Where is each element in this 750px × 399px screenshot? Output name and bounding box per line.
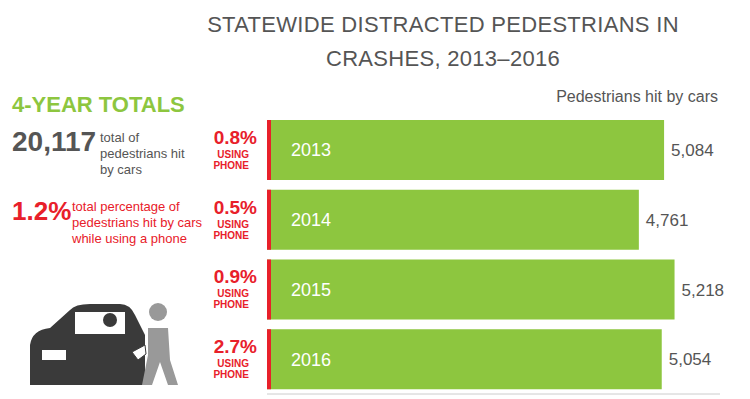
svg-text:0.8%: 0.8% — [214, 127, 257, 148]
svg-text:2016: 2016 — [291, 350, 331, 370]
svg-text:2015: 2015 — [291, 280, 331, 300]
svg-text:2013: 2013 — [291, 140, 331, 160]
svg-text:2014: 2014 — [291, 210, 331, 230]
svg-text:2.7%: 2.7% — [214, 336, 257, 357]
svg-text:5,218: 5,218 — [682, 281, 725, 300]
html-text:1.2%total percentage of pedest: 1.2%total percentage of pedestrians hit … — [12, 196, 203, 246]
html-text:20,117: 20,117 — [12, 126, 97, 157]
html-text:4-YEAR TOTALS: 4-YEAR TOTALS — [12, 92, 185, 117]
svg-text:USING: USING — [217, 358, 249, 369]
svg-text:PHONE: PHONE — [213, 160, 249, 171]
svg-text:PHONE: PHONE — [213, 230, 249, 241]
html-text:Pedestrians hit by cars: Pedestrians hit by cars — [556, 88, 718, 105]
svg-text:USING: USING — [217, 149, 249, 160]
svg-text:PHONE: PHONE — [213, 299, 249, 310]
svg-text:USING: USING — [217, 288, 249, 299]
html-text:STATEWIDE DISTRACTED PEDESTRIA: STATEWIDE DISTRACTED PEDESTRIANS IN CRAS… — [207, 12, 679, 71]
svg-text:USING: USING — [217, 219, 249, 230]
svg-text:5,054: 5,054 — [669, 350, 712, 369]
svg-text:0.5%: 0.5% — [214, 197, 257, 218]
svg-text:0.9%: 0.9% — [214, 266, 257, 287]
svg-text:PHONE: PHONE — [213, 369, 249, 380]
html-text:total of pedestrians hit by ca: total of pedestrians hit by cars — [100, 130, 185, 177]
svg-text:4,761: 4,761 — [646, 211, 689, 230]
svg-text:5,084: 5,084 — [671, 141, 714, 160]
